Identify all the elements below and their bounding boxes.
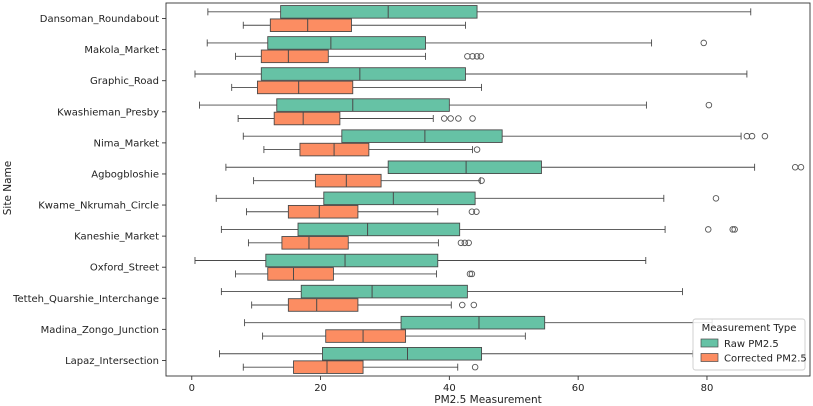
box bbox=[323, 191, 476, 206]
outlier-point bbox=[466, 270, 474, 278]
box bbox=[322, 347, 483, 361]
outlier-point bbox=[468, 270, 476, 278]
box bbox=[341, 129, 503, 143]
box bbox=[269, 18, 352, 32]
legend-swatch bbox=[700, 338, 719, 348]
outlier-point bbox=[473, 146, 481, 153]
box bbox=[287, 204, 359, 219]
outlier-point bbox=[704, 226, 712, 233]
outlier-point bbox=[712, 195, 720, 202]
outlier-point bbox=[469, 115, 476, 122]
outlier-point bbox=[471, 363, 479, 371]
legend-entry-label: Corrected PM2.5 bbox=[724, 354, 807, 365]
y-tick-label: Makola_Market bbox=[84, 45, 159, 56]
y-axis-label: Site Name bbox=[2, 161, 14, 215]
y-tick-label: Kaneshie_Market bbox=[74, 232, 159, 243]
plot-area bbox=[194, 5, 805, 374]
outlier-point bbox=[457, 239, 465, 247]
legend-box bbox=[692, 318, 806, 371]
outlier-point bbox=[731, 226, 738, 233]
box bbox=[267, 36, 426, 50]
outlier-point bbox=[455, 115, 462, 122]
y-tick-label: Tetteh_Quarshie_Interchange bbox=[12, 294, 159, 305]
outlier-point bbox=[440, 115, 448, 122]
outlier-point bbox=[478, 177, 485, 184]
outlier-point bbox=[468, 208, 476, 215]
outlier-point bbox=[469, 53, 476, 60]
box bbox=[280, 5, 478, 19]
outlier-point bbox=[791, 164, 799, 171]
legend-swatch bbox=[700, 353, 719, 362]
y-tick-label: Kwashieman_Presby bbox=[57, 107, 159, 118]
x-tick-label: 20 bbox=[314, 383, 327, 394]
legend-entry-label: Raw PM2.5 bbox=[724, 339, 779, 350]
outlier-point bbox=[470, 301, 478, 309]
outlier-point bbox=[465, 239, 472, 247]
box bbox=[387, 160, 542, 175]
box bbox=[281, 236, 349, 250]
plot-frame bbox=[165, 2, 811, 377]
outlier-point bbox=[458, 301, 466, 309]
box bbox=[267, 267, 334, 281]
box bbox=[256, 80, 354, 95]
box bbox=[265, 253, 439, 268]
outlier-point bbox=[705, 101, 713, 109]
box bbox=[300, 284, 468, 299]
x-tick-label: 40 bbox=[443, 383, 456, 394]
x-axis-label: PM2.5 Measurement bbox=[434, 394, 542, 406]
y-tick-label: Lapaz_Intersection bbox=[65, 356, 159, 367]
outlier-point bbox=[473, 208, 480, 215]
outlier-point bbox=[447, 115, 454, 122]
legend-title: Measurement Type bbox=[702, 323, 797, 334]
box bbox=[297, 222, 461, 237]
x-tick-label: 80 bbox=[701, 383, 714, 394]
x-tick-label: 0 bbox=[189, 383, 195, 394]
y-tick-label: Madina_Zongo_Junction bbox=[41, 325, 159, 336]
outlier-point bbox=[761, 132, 769, 140]
box bbox=[260, 49, 329, 64]
outlier-point bbox=[473, 53, 481, 60]
outlier-point bbox=[797, 164, 805, 171]
y-tick-label: Graphic_Road bbox=[90, 76, 159, 87]
outlier-point bbox=[729, 226, 736, 233]
x-tick-label: 60 bbox=[572, 383, 585, 394]
outlier-point bbox=[477, 53, 485, 60]
box bbox=[287, 298, 359, 312]
box bbox=[276, 98, 450, 112]
outlier-point bbox=[700, 39, 707, 47]
axes: 0 20 40 60 80 Dansoman_Roundabout Makola_Marke… bbox=[12, 2, 811, 394]
y-tick-label: Oxford_Street bbox=[90, 263, 159, 274]
outlier-point bbox=[748, 132, 756, 140]
box bbox=[314, 173, 382, 188]
box bbox=[400, 315, 546, 330]
box bbox=[293, 360, 364, 374]
y-tick-label: Dansoman_Roundabout bbox=[40, 14, 159, 25]
box bbox=[273, 111, 341, 126]
y-tick-label: Kwame_Nkrumah_Circle bbox=[38, 201, 159, 212]
box bbox=[325, 329, 407, 343]
box bbox=[260, 67, 466, 81]
y-tick-label: Agbogbloshie bbox=[91, 169, 159, 180]
legend: Measurement Type Raw PM2.5 Corrected PM2.5 bbox=[692, 318, 807, 371]
y-tick-label: Nima_Market bbox=[93, 138, 159, 149]
outlier-point bbox=[461, 239, 469, 247]
